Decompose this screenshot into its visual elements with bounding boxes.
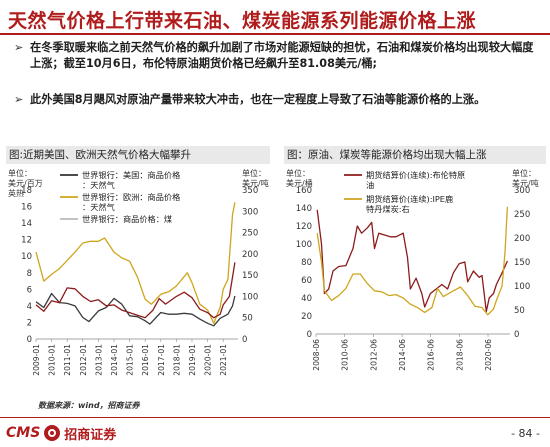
x-tick-label: 2016-01 (141, 344, 150, 376)
bullet-2: ➢ 此外美国8月飓风对原油产量带来较大冲击，也在一定程度上导致了石油等能源价格的… (14, 92, 540, 108)
y-right-tick-label: 0 (514, 330, 519, 340)
y-left-tick-label: 120 (296, 222, 312, 232)
y-left-tick-label: 100 (296, 240, 312, 250)
y-right-tick-label: 350 (242, 186, 258, 196)
x-tick-label: 2019-01 (188, 344, 197, 376)
right-unit-label: 单位： (512, 168, 536, 178)
page-number: - 84 - (511, 427, 540, 440)
chart-oil-coal-prices: 图：原油、煤炭等能源价格均出现大幅上涨 0 20 40 60 80 100 120 140 16… (284, 146, 546, 390)
bullet-2-text: 此外美国8月飓风对原油产量带来较大冲击，也在一定程度上导致了石油等能源价格的上涨… (30, 93, 486, 106)
bullet-1: ➢ 在冬季取暖来临之前天然气价格的飙升加剧了市场对能源短缺的担忧，石油和煤炭价格… (14, 40, 540, 72)
x-tick-label: 2021-01 (219, 344, 228, 376)
x-tick-label: 2008-06 (312, 339, 321, 371)
y-right-tick-label: 300 (514, 186, 530, 196)
x-tick-label: 2018-01 (172, 344, 181, 376)
y-left-tick-label: 40 (301, 294, 312, 304)
y-left-tick-label: 60 (301, 276, 312, 286)
x-tick-label: 2020-01 (204, 344, 213, 376)
y-right-tick-label: 250 (242, 229, 258, 239)
title-rule (0, 33, 550, 35)
x-tick-label: 2013-01 (94, 344, 103, 376)
legend-label: 期货结算价(连续):布伦特原 (366, 170, 465, 180)
data-source: 数据来源：wind，招商证券 (38, 401, 140, 410)
legend-label: 世界银行：美国：商品价格 (82, 170, 180, 180)
legend-label: 期货结算价(连续):IPE鹿 (366, 194, 453, 204)
x-tick-label: 2010-01 (48, 344, 57, 376)
cms-logo: CMS 招商证券 (6, 424, 117, 443)
bullet-arrow-icon: ➢ (14, 41, 24, 54)
y-right-tick-label: 250 (514, 210, 530, 220)
series-line (35, 202, 236, 324)
y-right-tick-label: 300 (242, 207, 258, 217)
legend-label: 世界银行：商品价格：煤 (82, 214, 172, 224)
right-unit-label: 美元/吨 (512, 178, 539, 188)
series-line (35, 262, 236, 319)
series-line (35, 292, 236, 327)
series-line (316, 206, 509, 316)
y-left-tick-label: 10 (21, 252, 32, 262)
y-left-tick-label: 18 (21, 186, 32, 196)
y-right-tick-label: 200 (242, 250, 258, 260)
y-left-tick-label: 14 (21, 219, 32, 229)
y-left-tick-label: 4 (27, 302, 32, 312)
x-tick-label: 2016-06 (427, 339, 436, 371)
x-tick-label: 2012-06 (369, 339, 378, 371)
legend-label: ：天然气 (82, 202, 115, 212)
x-tick-label: 2014-06 (398, 339, 407, 371)
legend-label: 特丹煤炭:右 (366, 204, 410, 214)
left-unit-label: 美元/桶 (286, 178, 313, 188)
x-tick-label: 2020-06 (484, 339, 493, 371)
y-left-tick-label: 20 (301, 312, 312, 322)
x-tick-label: 2017-01 (157, 344, 166, 376)
right-unit-label: 单位： (242, 168, 266, 178)
bullet-arrow-icon: ➢ (14, 93, 24, 106)
y-left-tick-label: 12 (21, 236, 32, 246)
left-unit-label: 英热 (8, 188, 24, 198)
y-right-tick-label: 150 (242, 271, 258, 281)
left-unit-label: 美元/百万 (8, 178, 43, 188)
y-left-tick-label: 0 (27, 335, 32, 345)
x-tick-label: 2012-01 (79, 344, 88, 376)
chart-gas-prices-svg: 0 2 4 6 8 10 12 14 16 18 0 50 100 150 200 250 300 350 2009… (8, 168, 269, 376)
chart-gas-prices: 图:近期美国、欧洲天然气价格大幅攀升 0 2 4 6 8 10 12 14 16 18 0 50 100… (6, 146, 270, 390)
legend-label: ：天然气 (82, 180, 115, 190)
chart-oil-coal-prices-svg: 0 20 40 60 80 100 120 140 160 0 50 100 150 200 250 300 2… (286, 168, 539, 371)
x-tick-label: 2018-06 (455, 339, 464, 371)
chart-title: 图:近期美国、欧洲天然气价格大幅攀升 (6, 146, 270, 164)
logo-badge-icon (44, 425, 61, 441)
right-unit-label: 美元/吨 (242, 178, 269, 188)
y-left-tick-label: 0 (307, 330, 312, 340)
y-left-tick-label: 2 (27, 318, 32, 328)
y-right-tick-label: 50 (242, 314, 253, 324)
y-left-tick-label: 160 (296, 186, 312, 196)
y-left-tick-label: 80 (301, 258, 312, 268)
bullet-1-text: 在冬季取暖来临之前天然气价格的飙升加剧了市场对能源短缺的担忧，石油和煤炭价格均出… (30, 41, 534, 70)
y-right-tick-label: 100 (242, 292, 258, 302)
y-left-tick-label: 8 (27, 269, 32, 279)
y-right-tick-label: 50 (514, 306, 525, 316)
y-left-tick-label: 6 (27, 285, 32, 295)
y-left-tick-label: 140 (296, 204, 312, 214)
y-left-tick-label: 16 (21, 203, 32, 213)
y-right-tick-label: 100 (514, 282, 530, 292)
left-unit-label: 单位： (286, 168, 310, 178)
y-right-tick-label: 0 (242, 335, 247, 345)
legend-label: 世界银行：欧洲：商品价格 (82, 192, 180, 202)
x-tick-label: 2015-01 (126, 344, 135, 376)
x-tick-label: 2010-06 (341, 339, 350, 371)
slide-title: 天然气价格上行带来石油、煤炭能源系列能源价格上涨 (8, 10, 477, 32)
x-tick-label: 2009-01 (32, 344, 41, 376)
chart-title: 图：原油、煤炭等能源价格均出现大幅上涨 (284, 146, 546, 164)
logo-text: CMS (6, 425, 41, 441)
series-line (316, 209, 508, 313)
x-tick-label: 2014-01 (110, 344, 119, 376)
logo-cn: 招商证券 (64, 427, 117, 443)
footer-rule (0, 417, 550, 418)
x-tick-label: 2011-01 (63, 344, 72, 376)
left-unit-label: 单位： (8, 168, 32, 178)
legend-label: 油 (366, 180, 374, 190)
y-right-tick-label: 200 (514, 234, 530, 244)
y-right-tick-label: 150 (514, 258, 530, 268)
